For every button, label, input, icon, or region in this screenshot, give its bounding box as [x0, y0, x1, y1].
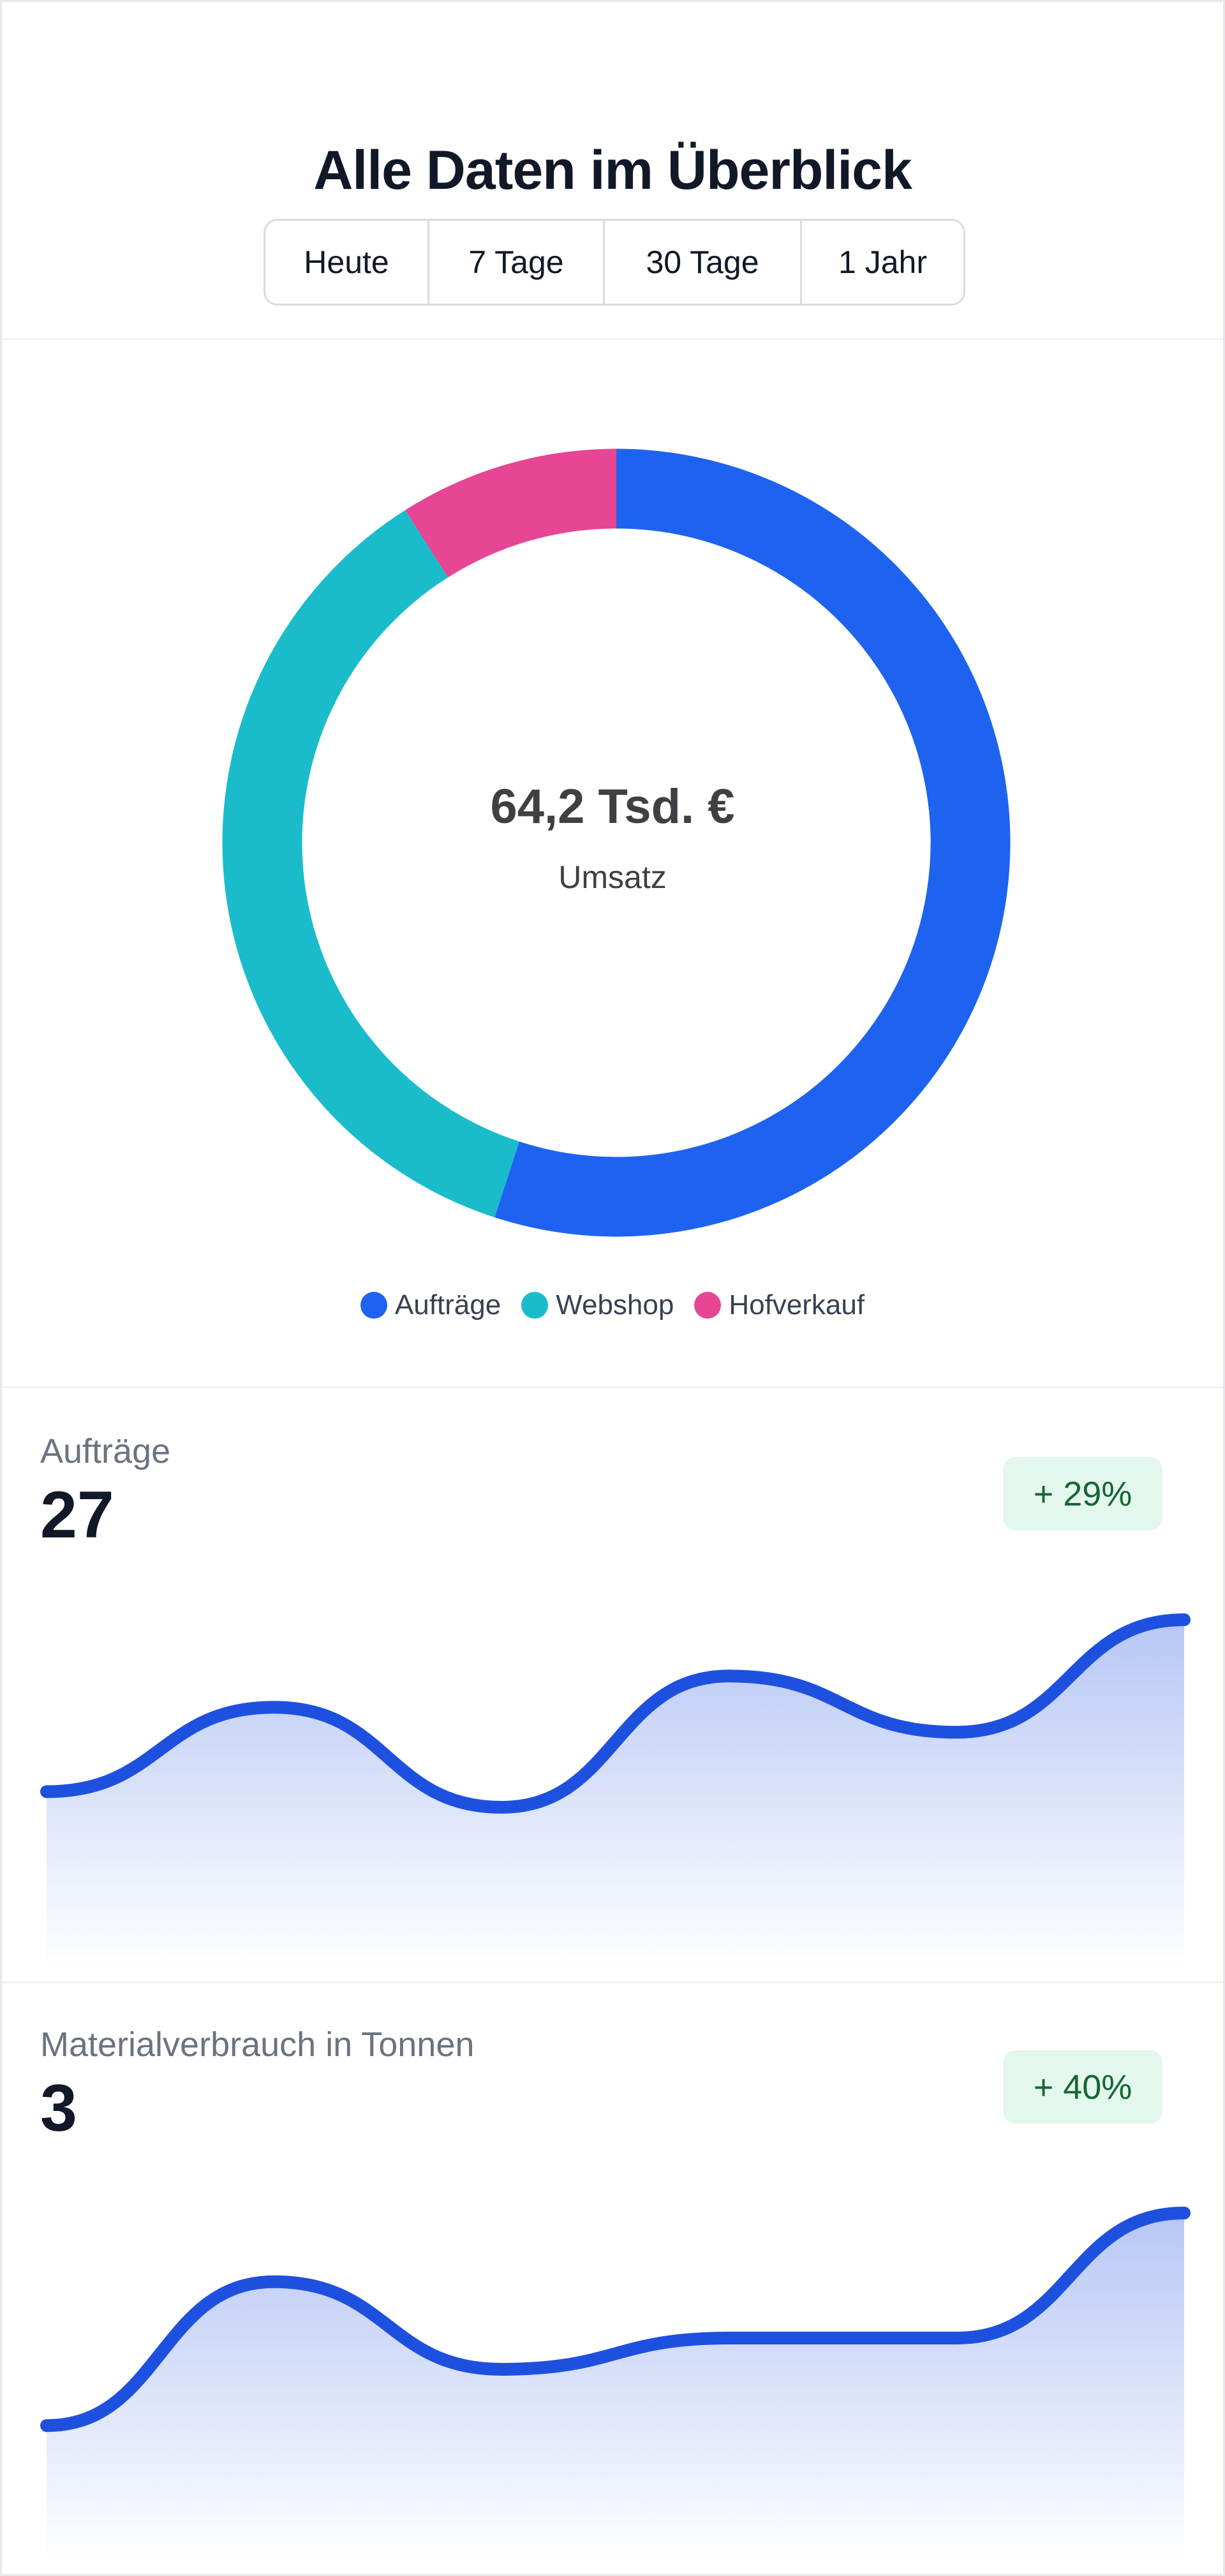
donut-segment-hofverkauf[interactable] — [405, 448, 617, 578]
header: Alle Daten im Überblick Heute 7 Tage 30 … — [2, 2, 1223, 340]
metric-value: 27 — [40, 1478, 114, 1552]
metric-card-material: Materialverbrauch in Tonnen 3 + 40% — [2, 1983, 1223, 2576]
range-button-today[interactable]: Heute — [265, 221, 429, 304]
legend-dot-icon — [521, 1292, 549, 1319]
legend-label: Webshop — [556, 1289, 674, 1321]
time-range-selector: Heute 7 Tage 30 Tage 1 Jahr — [264, 219, 965, 306]
donut-center-label: Umsatz — [558, 859, 667, 895]
sparkline-area — [47, 1620, 1184, 1971]
metric-value: 3 — [40, 2071, 77, 2145]
legend-label: Aufträge — [394, 1289, 501, 1321]
sparkline-line — [40, 2207, 1191, 2432]
range-button-30-days[interactable]: 30 Tage — [605, 221, 802, 304]
revenue-donut-chart — [222, 448, 1011, 1237]
legend-item-hofverkauf[interactable]: Hofverkauf — [694, 1289, 865, 1321]
orders-sparkline — [40, 1613, 1191, 1971]
donut-legend: Aufträge Webshop Hofverkauf — [2, 1289, 1223, 1321]
donut-center-value: 64,2 Tsd. € — [490, 780, 735, 834]
revenue-donut-section: 64,2 Tsd. € Umsatz Aufträge Webshop Hofv… — [2, 342, 1223, 1388]
page-title: Alle Daten im Überblick — [313, 140, 912, 201]
material-sparkline — [40, 2207, 1191, 2564]
range-button-7-days[interactable]: 7 Tage — [429, 221, 605, 304]
legend-label: Hofverkauf — [729, 1289, 865, 1321]
metric-label: Materialverbrauch in Tonnen — [40, 2025, 475, 2064]
sparkline-line — [40, 1613, 1191, 1814]
legend-item-auftraege[interactable]: Aufträge — [360, 1289, 501, 1321]
sparkline-area — [47, 2213, 1184, 2564]
legend-dot-icon — [694, 1292, 722, 1319]
metric-label: Aufträge — [40, 1432, 171, 1470]
donut-segment-aufträge[interactable] — [494, 448, 1011, 1237]
legend-dot-icon — [360, 1292, 387, 1319]
change-badge: + 29% — [1003, 1457, 1162, 1530]
range-button-1-year[interactable]: 1 Jahr — [838, 244, 927, 280]
legend-item-webshop[interactable]: Webshop — [521, 1289, 674, 1321]
donut-segment-webshop[interactable] — [222, 510, 519, 1218]
change-badge: + 40% — [1003, 2050, 1162, 2124]
metric-card-orders: Aufträge 27 + 29% — [2, 1390, 1223, 1983]
